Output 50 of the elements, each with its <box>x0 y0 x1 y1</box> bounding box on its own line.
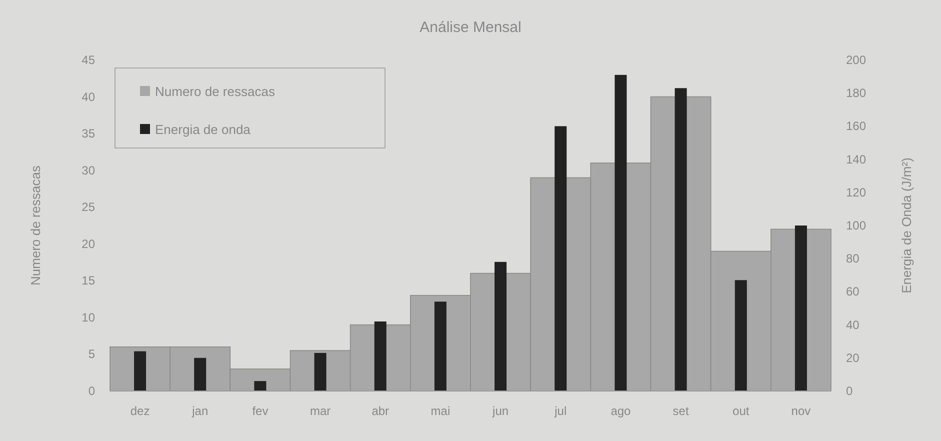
y-axis-title: Numero de ressacas <box>28 165 43 286</box>
legend-label: Numero de ressacas <box>155 84 276 99</box>
x-tick-label: nov <box>791 404 811 418</box>
y2-tick-label: 140 <box>846 152 866 166</box>
bar <box>374 321 386 391</box>
y-tick-label: 45 <box>82 53 96 67</box>
x-tick-label: jul <box>554 404 567 418</box>
bar <box>314 352 326 391</box>
bar <box>674 88 687 391</box>
bar <box>614 74 627 391</box>
y-tick-label: 30 <box>82 163 96 178</box>
x-tick-label: out <box>732 404 750 418</box>
y2-tick-label: 80 <box>846 252 860 266</box>
y2-tick-label: 180 <box>846 86 866 100</box>
y2-axis-title: Energia de Onda (J/m²) <box>899 158 914 294</box>
bar <box>734 280 747 391</box>
x-tick-label: abr <box>372 404 390 418</box>
legend-label: Energia de onda <box>155 122 252 137</box>
y-tick-label: 35 <box>82 126 96 141</box>
bar <box>554 126 567 391</box>
bar <box>194 358 206 391</box>
y-tick-label: 40 <box>82 90 96 104</box>
bar <box>794 226 807 391</box>
bar <box>434 302 446 391</box>
x-tick-label: mar <box>310 404 331 418</box>
bar <box>134 351 146 391</box>
x-tick-label: set <box>672 404 690 418</box>
y-tick-label: 5 <box>88 347 96 362</box>
x-tick-label: dez <box>130 404 150 418</box>
x-tick-label: ago <box>610 404 632 418</box>
y2-tick-label: 160 <box>846 119 866 134</box>
y2-tick-label: 20 <box>846 350 860 365</box>
y-tick-label: 15 <box>82 274 96 288</box>
y2-tick-label: 0 <box>846 384 853 398</box>
y2-tick-label: 200 <box>846 53 866 67</box>
y-tick-label: 0 <box>88 384 96 398</box>
y2-tick-label: 40 <box>846 318 860 332</box>
y2-tick-label: 60 <box>846 284 860 299</box>
x-tick-label: fev <box>252 404 268 418</box>
bar <box>494 262 507 391</box>
chart-title: Análise Mensal <box>420 19 522 36</box>
bar <box>254 381 266 391</box>
y2-tick-label: 120 <box>846 185 866 200</box>
y-tick-label: 25 <box>82 200 96 214</box>
x-tick-label: mai <box>430 404 450 418</box>
y-tick-label: 10 <box>82 310 96 324</box>
x-tick-label: jun <box>492 404 509 418</box>
x-tick-label: jan <box>191 404 208 418</box>
y-tick-label: 20 <box>82 236 96 251</box>
y2-tick-label: 100 <box>846 218 866 232</box>
